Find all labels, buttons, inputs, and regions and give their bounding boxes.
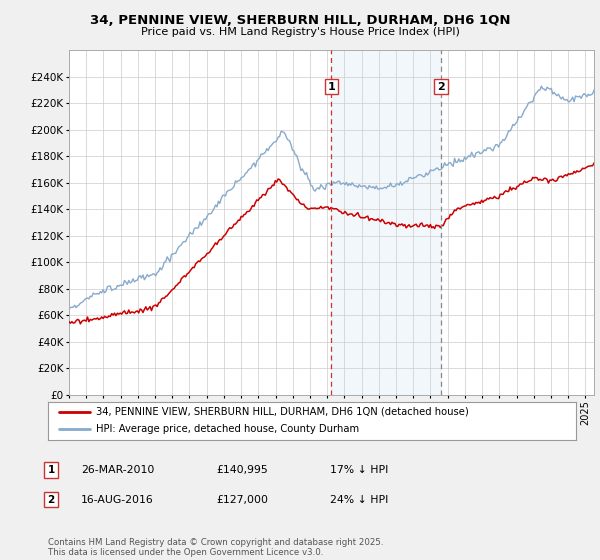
Text: 16-AUG-2016: 16-AUG-2016 [81,494,154,505]
Text: £127,000: £127,000 [216,494,268,505]
Text: 1: 1 [47,465,55,475]
Text: 34, PENNINE VIEW, SHERBURN HILL, DURHAM, DH6 1QN (detached house): 34, PENNINE VIEW, SHERBURN HILL, DURHAM,… [95,407,468,417]
Text: Price paid vs. HM Land Registry's House Price Index (HPI): Price paid vs. HM Land Registry's House … [140,27,460,37]
Text: 2: 2 [437,82,445,92]
Text: Contains HM Land Registry data © Crown copyright and database right 2025.
This d: Contains HM Land Registry data © Crown c… [48,538,383,557]
Text: 24% ↓ HPI: 24% ↓ HPI [330,494,388,505]
Text: 2: 2 [47,494,55,505]
Text: 17% ↓ HPI: 17% ↓ HPI [330,465,388,475]
Text: £140,995: £140,995 [216,465,268,475]
Text: 34, PENNINE VIEW, SHERBURN HILL, DURHAM, DH6 1QN: 34, PENNINE VIEW, SHERBURN HILL, DURHAM,… [90,14,510,27]
Text: 1: 1 [327,82,335,92]
Text: HPI: Average price, detached house, County Durham: HPI: Average price, detached house, Coun… [95,424,359,435]
Bar [331,50,441,395]
Text: 26-MAR-2010: 26-MAR-2010 [81,465,154,475]
